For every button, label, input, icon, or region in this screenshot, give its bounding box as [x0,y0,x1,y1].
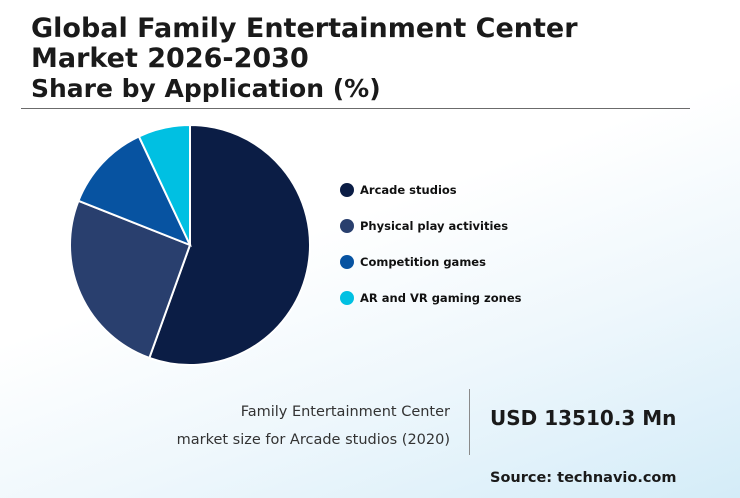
legend-label-competition-games: Competition games [360,255,486,269]
legend-swatch-competition-games [340,255,354,269]
chart-legend: Arcade studios Physical play activities Co… [340,172,521,316]
legend-item-arcade-studios: Arcade studios [340,172,521,208]
legend-label-ar-and-vr-gaming-zones: AR and VR gaming zones [360,291,522,305]
legend-label-physical-play-activities: Physical play activities [360,219,509,233]
legend-item-competition-games: Competition games [340,244,521,280]
legend-label-arcade-studios: Arcade studios [360,183,457,197]
market-size-value: USD 13510.3 Mn [490,406,677,430]
pie-chart [69,123,311,366]
source-credit: Source: technavio.com [490,470,677,486]
pie-slice-competition-games [77,135,192,247]
legend-swatch-ar-and-vr-gaming-zones [340,291,354,305]
legend-swatch-arcade-studios [340,183,354,197]
chart-subtitle: Share by Application (%) [31,74,381,103]
pie-slice-arcade-studios [148,123,311,366]
pie-slice-ar-and-vr-gaming-zones [137,123,191,246]
caption-line-1: Family Entertainment Center [240,404,450,420]
legend-swatch-physical-play-activities [340,219,354,233]
caption-line-2: market size for Arcade studios (2020) [176,432,450,448]
chart-title-line-2: Market 2026-2030 [31,43,309,74]
legend-item-physical-play-activities: Physical play activities [340,208,521,244]
market-size-caption: Family Entertainment Center market size … [177,398,450,454]
chart-title-line-1: Global Family Entertainment Center [31,13,578,44]
chart-title: Global Family Entertainment Center Marke… [31,14,578,74]
header-divider [21,108,690,109]
caption-divider [469,389,470,455]
pie-slice-physical-play-activities [69,199,192,360]
legend-item-ar-and-vr-gaming-zones: AR and VR gaming zones [340,280,521,316]
